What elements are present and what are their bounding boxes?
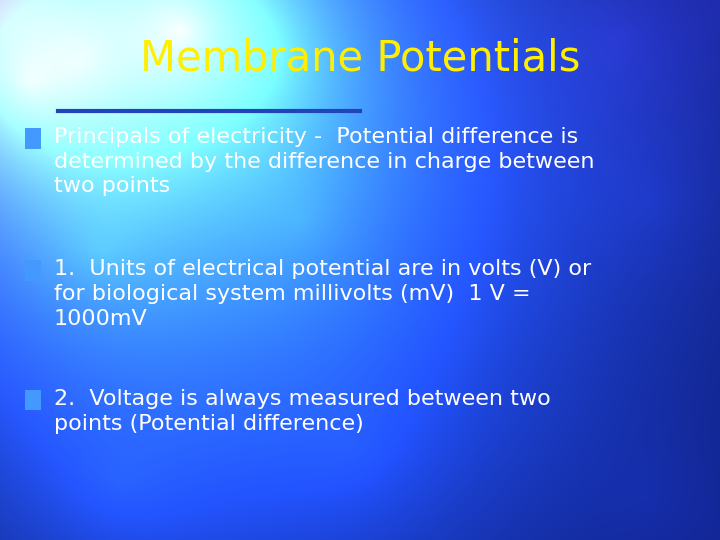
Text: 2.  Voltage is always measured between two
points (Potential difference): 2. Voltage is always measured between tw… (54, 389, 551, 434)
FancyBboxPatch shape (25, 390, 41, 410)
Text: Membrane Potentials: Membrane Potentials (140, 38, 580, 80)
Text: Principals of electricity -  Potential difference is
determined by the differenc: Principals of electricity - Potential di… (54, 127, 595, 197)
Text: 1.  Units of electrical potential are in volts (V) or
for biological system mill: 1. Units of electrical potential are in … (54, 259, 591, 329)
FancyBboxPatch shape (25, 128, 41, 148)
FancyBboxPatch shape (25, 260, 41, 281)
